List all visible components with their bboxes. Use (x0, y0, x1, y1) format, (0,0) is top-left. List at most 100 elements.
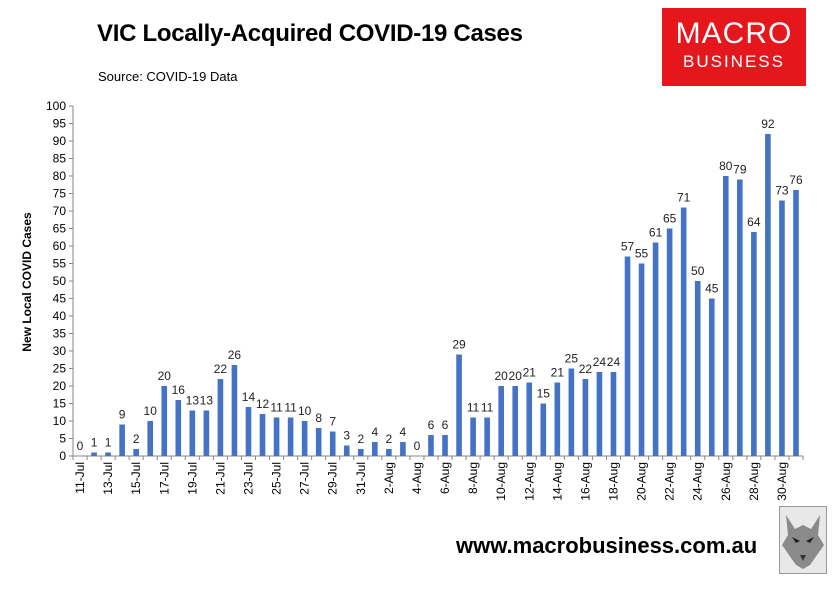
y-tick-label: 20 (53, 379, 67, 393)
y-tick-label: 15 (53, 397, 67, 411)
bar (568, 368, 575, 456)
website-url: www.macrobusiness.com.au (456, 533, 758, 558)
bar (442, 435, 448, 456)
y-tick-label: 40 (53, 309, 67, 323)
x-tick-label: 23-Jul (241, 462, 255, 495)
x-tick-label: 27-Jul (298, 462, 312, 495)
y-tick-label: 30 (53, 344, 67, 358)
data-label: 21 (551, 366, 565, 380)
logo-line-2: BUSINESS (683, 52, 785, 71)
y-tick-label: 95 (53, 117, 67, 131)
x-axis: 11-Jul 13-Jul 15-Jul 17-Jul 19-Jul 21-Jul 23-J… (72, 455, 804, 501)
x-tick-label: 14-Aug (550, 462, 564, 501)
y-tick-label: 5 (59, 432, 66, 446)
bar (372, 442, 378, 456)
data-label: 10 (144, 404, 158, 418)
bar (498, 386, 504, 456)
bar (343, 445, 350, 456)
bar (175, 400, 182, 456)
data-label: 45 (705, 282, 719, 296)
y-tick-label: 55 (53, 257, 67, 271)
x-tick-label: 11-Jul (73, 462, 87, 494)
x-tick-label: 30-Aug (775, 462, 789, 501)
data-label: 12 (256, 397, 270, 411)
bars (91, 134, 799, 456)
data-label: 4 (371, 425, 378, 439)
y-axis-label: New Local COVID Cases (20, 212, 34, 352)
bar (231, 365, 238, 456)
y-tick-label: 85 (53, 152, 67, 166)
y-tick-label: 80 (53, 169, 67, 183)
data-label: 57 (621, 240, 635, 254)
wolf-logo-icon (779, 506, 827, 574)
x-tick-label: 25-Jul (270, 462, 284, 495)
bar (217, 379, 224, 456)
bar (779, 200, 785, 456)
bar (287, 417, 294, 456)
bar (428, 435, 434, 456)
x-tick-label: 21-Jul (213, 462, 227, 495)
data-label: 73 (775, 184, 789, 198)
macrobusiness-logo: MACRO BUSINESS (662, 8, 806, 86)
x-tick-label: 18-Aug (606, 462, 620, 501)
data-label: 2 (357, 432, 364, 446)
bar (793, 190, 799, 456)
data-label: 16 (172, 383, 186, 397)
bar (554, 382, 561, 456)
data-label: 22 (214, 362, 228, 376)
data-label: 65 (663, 212, 677, 226)
bar (315, 428, 322, 456)
bar (694, 281, 701, 456)
bar (91, 452, 97, 456)
bar (666, 228, 673, 456)
data-label: 7 (329, 415, 336, 429)
bar (484, 417, 490, 456)
x-tick-label: 29-Jul (326, 462, 340, 495)
x-tick-label: 15-Jul (129, 462, 143, 495)
data-label: 20 (494, 369, 508, 383)
bar (386, 449, 392, 456)
bar (512, 386, 519, 456)
y-tick-label: 10 (53, 414, 67, 428)
y-tick-label: 25 (53, 362, 67, 376)
data-label: 79 (733, 163, 747, 177)
logo-line-1: MACRO (675, 17, 793, 50)
x-tick-label: 4-Aug (410, 462, 424, 494)
bar (638, 263, 645, 456)
bar (722, 176, 729, 456)
x-tick-label: 8-Aug (466, 462, 480, 494)
bar (470, 417, 476, 456)
data-label: 26 (228, 348, 242, 362)
x-tick-label: 20-Aug (635, 462, 649, 501)
y-tick-label: 45 (53, 292, 67, 306)
bar (273, 417, 280, 456)
data-label: 6 (428, 418, 435, 432)
data-label: 11 (481, 401, 494, 415)
data-label: 13 (200, 394, 214, 408)
bar (540, 403, 547, 456)
bar (329, 431, 336, 456)
bar (119, 424, 125, 456)
bar (189, 410, 196, 456)
y-tick-label: 75 (53, 187, 67, 201)
y-tick-label: 50 (53, 274, 67, 288)
y-tick-label: 60 (53, 239, 67, 253)
data-label: 4 (400, 425, 407, 439)
bar (526, 382, 533, 456)
data-label: 2 (386, 432, 393, 446)
bar-chart: 0510152025303540455055606570758085909510… (20, 99, 804, 501)
data-label: 6 (442, 418, 449, 432)
x-tick-label: 13-Jul (101, 462, 115, 495)
x-tick-label: 12-Aug (522, 462, 536, 501)
bar (400, 442, 406, 456)
x-tick-label: 24-Aug (691, 462, 705, 501)
bar (203, 410, 210, 456)
data-label: 15 (537, 387, 551, 401)
bar (357, 449, 364, 456)
data-label: 20 (158, 369, 172, 383)
x-tick-label: 28-Aug (747, 462, 761, 501)
bar (765, 134, 771, 456)
data-label: 2 (133, 432, 140, 446)
bar (680, 207, 687, 456)
data-label: 1 (105, 436, 112, 450)
